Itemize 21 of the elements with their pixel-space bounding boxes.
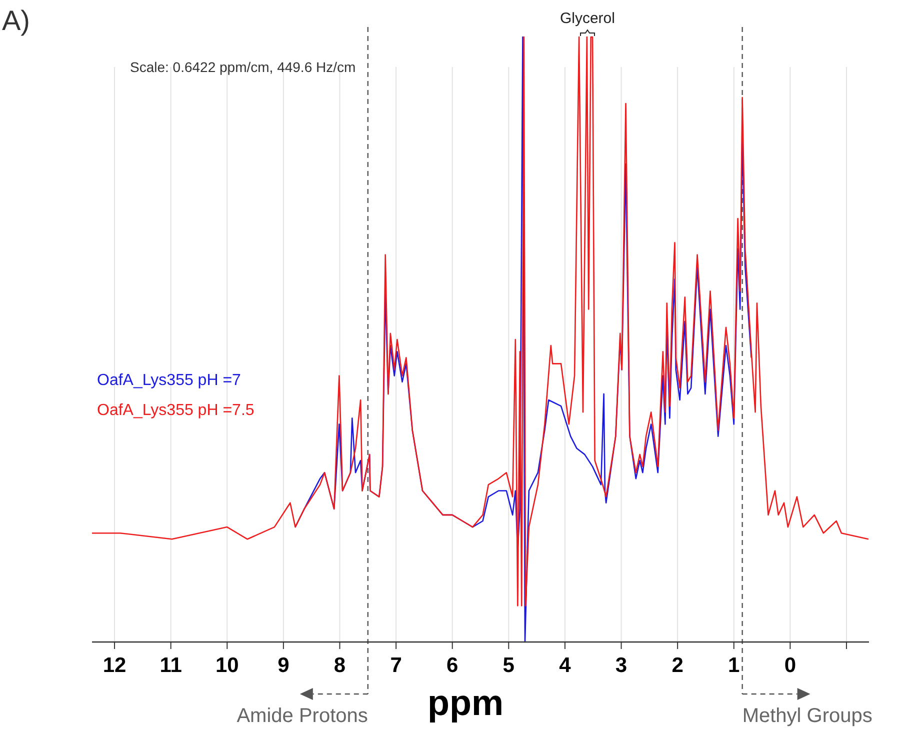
text: A) [2,5,30,36]
x-tick-label: 0 [784,654,796,677]
text: OafA_Lys355 pH =7 [97,372,242,389]
x-tick-label: 5 [502,654,515,677]
annotation: Glycerol [560,10,615,27]
text: OafA_Lys355 pH =7.5 [97,402,254,419]
text: Amide Protons [236,705,368,727]
text: Methyl Groups [742,705,872,727]
x-axis-title: ppm [428,682,504,723]
x-tick-label: 6 [446,654,458,677]
annotation: Scale: 0.6422 ppm/cm, 449.6 Hz/cm [130,59,356,75]
x-tick-label: 7 [390,654,402,677]
x-tick-label: 10 [215,654,239,677]
x-tick-label: 8 [334,654,346,677]
x-tick-label: 4 [559,654,572,677]
x-tick-label: 9 [278,654,290,677]
x-tick-label: 2 [672,654,684,677]
x-tick-label: 12 [102,654,126,677]
x-tick-label: 1 [728,654,740,677]
x-tick-label: 3 [615,654,628,677]
x-tick-label: 11 [160,654,182,677]
